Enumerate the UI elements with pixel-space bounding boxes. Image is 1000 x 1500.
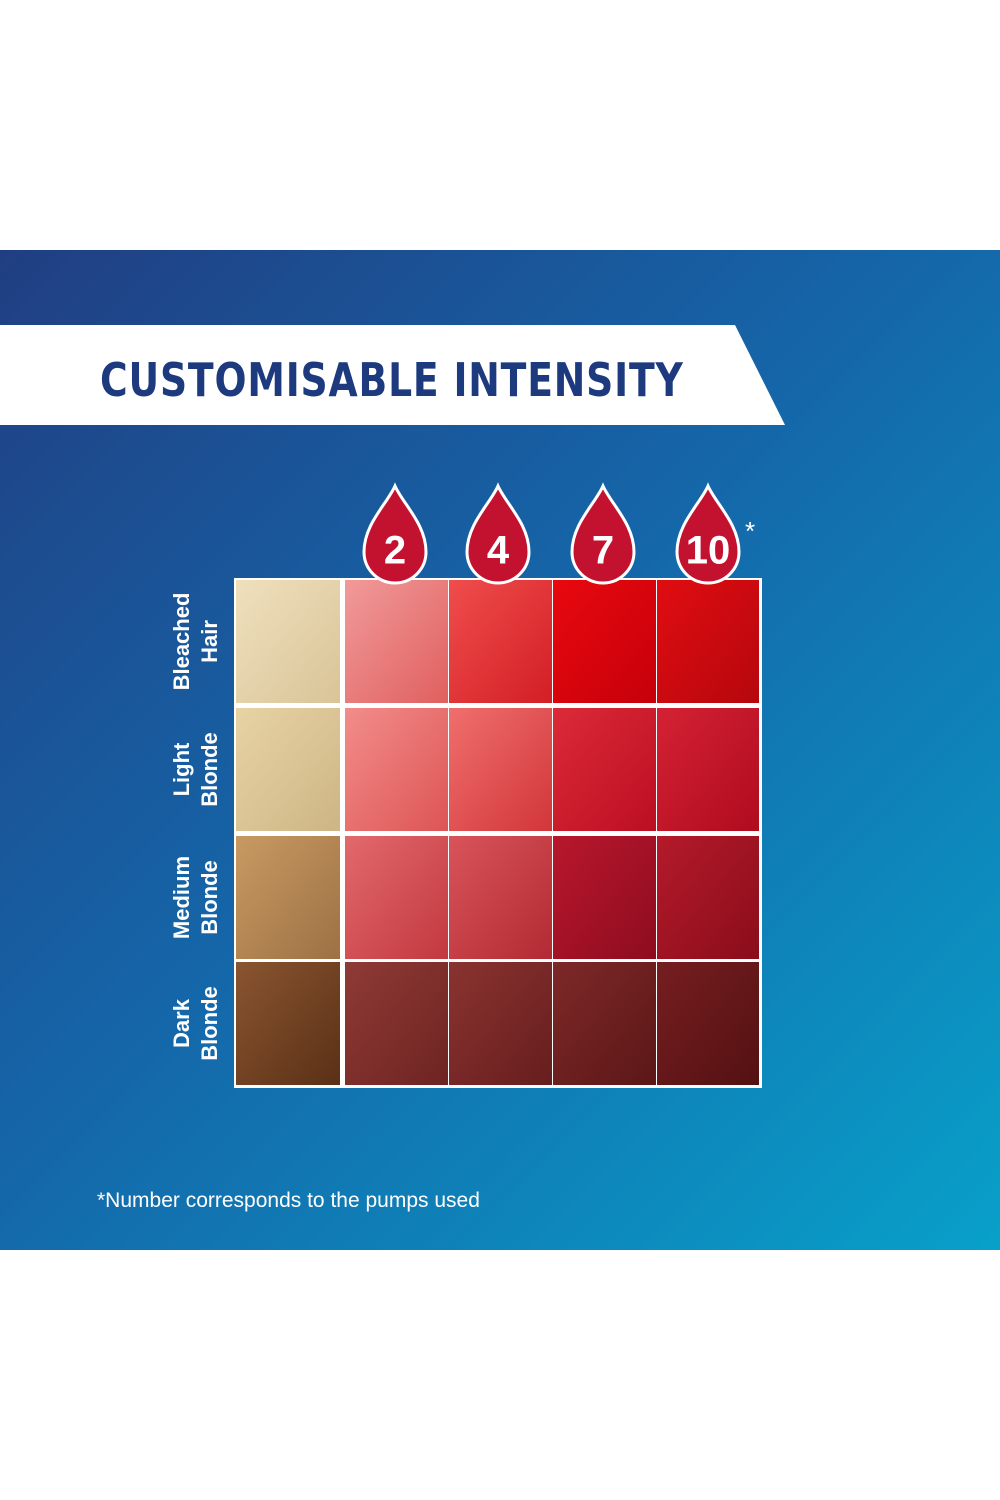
swatch [345, 580, 448, 703]
base-swatch [236, 836, 340, 959]
title: CUSTOMISABLE INTENSITY [100, 353, 684, 407]
drop [570, 482, 636, 585]
row-label: Blonde [197, 860, 222, 935]
drop [675, 482, 741, 585]
swatch [657, 580, 759, 703]
drop [362, 482, 428, 585]
row-label: Blonde [197, 986, 222, 1061]
column-label: 10 [686, 529, 731, 573]
asterisk: * [745, 516, 755, 546]
row-label: Blonde [197, 732, 222, 807]
row-label: Dark [169, 998, 194, 1048]
swatch [449, 708, 552, 831]
swatch-grid [234, 578, 762, 1088]
base-swatch [236, 962, 340, 1085]
swatch [657, 836, 759, 959]
drop [465, 482, 531, 585]
swatch [345, 836, 448, 959]
column-label: 2 [384, 529, 406, 573]
footnote: *Number corresponds to the pumps used [97, 1189, 480, 1212]
base-swatch [236, 708, 340, 831]
column-label: 4 [487, 529, 510, 573]
row-label: Medium [169, 856, 194, 939]
swatch [345, 962, 448, 1085]
column-label: 7 [592, 529, 614, 573]
row-label: Light [169, 742, 194, 796]
base-swatch [236, 580, 340, 703]
swatch [553, 580, 656, 703]
swatch [449, 580, 552, 703]
row-label: Bleached [169, 593, 194, 691]
swatch [345, 708, 448, 831]
swatch [449, 962, 552, 1085]
swatch [553, 708, 656, 831]
swatch [657, 708, 759, 831]
swatch [553, 836, 656, 959]
banner [0, 325, 785, 425]
row-label: Hair [197, 620, 222, 663]
swatch [449, 836, 552, 959]
swatch [657, 962, 759, 1085]
swatch [553, 962, 656, 1085]
